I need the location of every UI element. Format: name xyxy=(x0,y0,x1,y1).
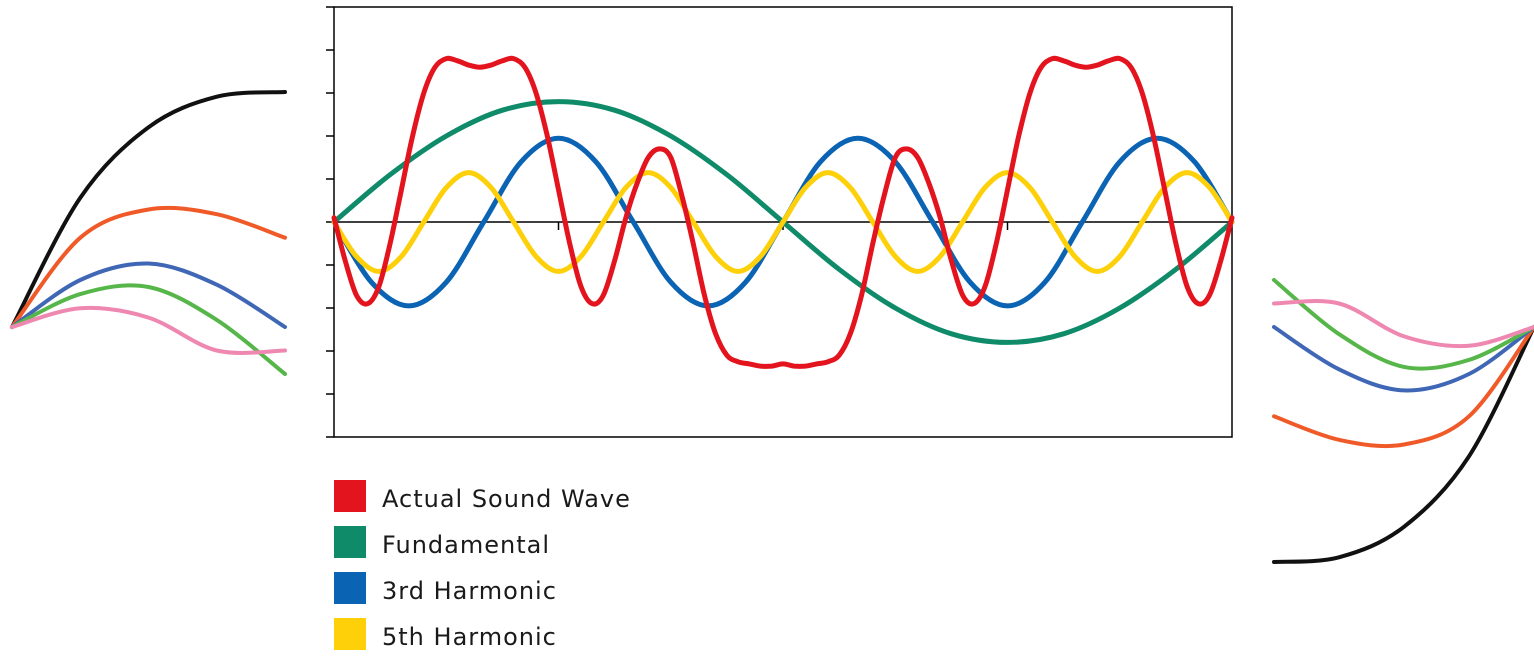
right-series-4-line xyxy=(1272,278,1534,371)
legend-label-fundamental: Fundamental xyxy=(382,531,550,559)
main-waveform-chart xyxy=(326,6,1235,438)
legend-swatch-actual xyxy=(334,480,366,512)
right-series-5-line xyxy=(1272,299,1534,349)
right-partial-chart xyxy=(1272,278,1534,564)
legend-swatch-fundamental xyxy=(334,526,366,558)
left-series-1-line xyxy=(10,90,287,329)
left-series-2-line xyxy=(10,205,287,329)
left-series-5-line xyxy=(10,305,287,355)
main-series-group xyxy=(331,55,1235,369)
left-partial-chart xyxy=(10,90,287,376)
series-actual-sound-wave-line xyxy=(331,55,1235,369)
left-series-4-line xyxy=(10,283,287,376)
right-series-1-line xyxy=(1272,325,1534,564)
legend-swatch-5th-harmonic xyxy=(334,618,366,650)
legend-swatch-3rd-harmonic xyxy=(334,572,366,604)
left-series-3-line xyxy=(10,261,287,329)
series-5th-harmonic-line xyxy=(331,170,1235,274)
legend-label-actual: Actual Sound Wave xyxy=(382,485,631,513)
right-series-3-line xyxy=(1272,325,1534,393)
legend-label-3rd-harmonic: 3rd Harmonic xyxy=(382,577,557,605)
right-series-2-line xyxy=(1272,325,1534,449)
legend-label-5th-harmonic: 5th Harmonic xyxy=(382,623,557,651)
